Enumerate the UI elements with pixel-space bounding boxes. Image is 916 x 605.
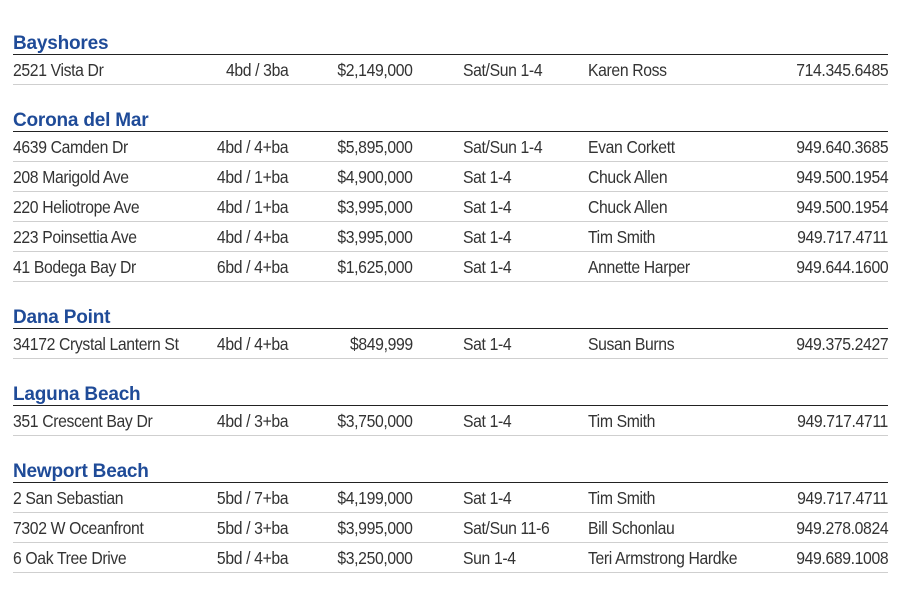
listing-row: 41 Bodega Bay Dr 6bd / 4+ba $1,625,000 Sat … [13, 252, 888, 282]
listing-phone: 949.640.3685 [795, 137, 888, 157]
listing-agent: Chuck Allen [588, 167, 668, 187]
listing-time: Sat 1-4 [463, 411, 512, 431]
listing-address: 351 Crescent Bay Dr [13, 411, 153, 431]
listing-price: $3,995,000 [337, 197, 414, 217]
listing-time: Sat 1-4 [463, 334, 512, 354]
listing-time: Sat/Sun 1-4 [463, 60, 543, 80]
listing-agent: Chuck Allen [588, 197, 668, 217]
listing-phone: 949.278.0824 [795, 518, 888, 538]
listing-beds: 6bd / 4+ba [216, 257, 289, 277]
listing-beds: 5bd / 7+ba [216, 488, 289, 508]
listing-agent: Karen Ross [588, 60, 667, 80]
listing-phone: 949.375.2427 [795, 334, 888, 354]
listing-address: 223 Poinsettia Ave [13, 227, 137, 247]
listing-agent: Bill Schonlau [588, 518, 675, 538]
listing-address: 6 Oak Tree Drive [13, 548, 127, 568]
listing-phone: 949.644.1600 [795, 257, 888, 277]
listing-beds: 4bd / 3+ba [216, 411, 289, 431]
listing-time: Sat 1-4 [463, 227, 512, 247]
listing-row: 208 Marigold Ave 4bd / 1+ba $4,900,000 Sat … [13, 162, 888, 192]
listing-time: Sat/Sun 1-4 [463, 137, 543, 157]
listing-address: 2521 Vista Dr [13, 60, 104, 80]
listing-phone: 949.500.1954 [795, 167, 888, 187]
listing-row: 220 Heliotrope Ave 4bd / 1+ba $3,995,000 Sa… [13, 192, 888, 222]
listing-beds: 4bd / 4+ba [216, 334, 289, 354]
listing-time: Sat 1-4 [463, 488, 512, 508]
listing-beds: 4bd / 1+ba [216, 197, 289, 217]
listing-beds: 4bd / 1+ba [216, 167, 289, 187]
section-newport-beach: Newport Beach 2 San Sebastian 5bd / 7+ba $4… [13, 461, 888, 573]
listing-agent: Teri Armstrong Hardke [588, 548, 738, 568]
listing-time: Sat 1-4 [463, 197, 512, 217]
listing-row: 223 Poinsettia Ave 4bd / 4+ba $3,995,000 Sa… [13, 222, 888, 252]
listing-agent: Tim Smith [588, 411, 656, 431]
listing-price: $2,149,000 [337, 60, 414, 80]
listing-row: 4639 Camden Dr 4bd / 4+ba $5,895,000 Sat/Su… [13, 132, 888, 162]
section-laguna-beach: Laguna Beach 351 Crescent Bay Dr 4bd / 3+b… [13, 384, 888, 436]
listing-address: 4639 Camden Dr [13, 137, 128, 157]
listing-phone: 949.717.4711 [797, 411, 888, 431]
listing-price: $3,995,000 [337, 227, 414, 247]
listing-row: 2521 Vista Dr 4bd / 3ba $2,149,000 Sat/Sun … [13, 55, 888, 85]
listing-agent: Tim Smith [588, 227, 656, 247]
listing-address: 220 Heliotrope Ave [13, 197, 140, 217]
listing-time: Sat/Sun 11-6 [463, 518, 550, 538]
listing-price: $3,250,000 [337, 548, 414, 568]
listing-phone: 949.689.1008 [795, 548, 888, 568]
listing-beds: 5bd / 3+ba [216, 518, 289, 538]
section-heading: Corona del Mar [13, 110, 888, 132]
section-dana-point: Dana Point 34172 Crystal Lantern St 4bd / … [13, 307, 888, 359]
listing-price: $4,199,000 [337, 488, 414, 508]
listing-row: 7302 W Oceanfront 5bd / 3+ba $3,995,000 Sat… [13, 513, 888, 543]
listing-phone: 949.717.4711 [797, 227, 888, 247]
listing-row: 34172 Crystal Lantern St 4bd / 4+ba $849,9… [13, 329, 888, 359]
listing-time: Sun 1-4 [463, 548, 516, 568]
listing-row: 2 San Sebastian 5bd / 7+ba $4,199,000 Sat 1… [13, 483, 888, 513]
listing-price: $5,895,000 [337, 137, 414, 157]
listing-time: Sat 1-4 [463, 167, 512, 187]
listing-price: $3,995,000 [337, 518, 414, 538]
listing-agent: Evan Corkett [588, 137, 675, 157]
listing-time: Sat 1-4 [463, 257, 512, 277]
section-heading: Bayshores [13, 33, 888, 55]
open-house-listings: Bayshores 2521 Vista Dr 4bd / 3ba $2,149,00… [13, 33, 888, 598]
listing-address: 2 San Sebastian [13, 488, 124, 508]
listing-phone: 714.345.6485 [795, 60, 888, 80]
section-heading: Laguna Beach [13, 384, 888, 406]
listing-agent: Annette Harper [588, 257, 690, 277]
listing-phone: 949.717.4711 [797, 488, 888, 508]
listing-phone: 949.500.1954 [795, 197, 888, 217]
listing-price: $4,900,000 [337, 167, 414, 187]
listing-agent: Susan Burns [588, 334, 675, 354]
listing-beds: 4bd / 3ba [225, 60, 289, 80]
listing-row: 351 Crescent Bay Dr 4bd / 3+ba $3,750,000 S… [13, 406, 888, 436]
listing-beds: 4bd / 4+ba [216, 137, 289, 157]
section-corona-del-mar: Corona del Mar 4639 Camden Dr 4bd / 4+ba $5… [13, 110, 888, 282]
listing-address: 7302 W Oceanfront [13, 518, 144, 538]
listing-price: $849,999 [350, 334, 413, 354]
listing-price: $1,625,000 [337, 257, 414, 277]
listing-address: 208 Marigold Ave [13, 167, 129, 187]
section-bayshores: Bayshores 2521 Vista Dr 4bd / 3ba $2,149,00… [13, 33, 888, 85]
listing-row: 6 Oak Tree Drive 5bd / 4+ba $3,250,000 Sun … [13, 543, 888, 573]
listing-address: 34172 Crystal Lantern St [13, 334, 179, 354]
listing-price: $3,750,000 [337, 411, 414, 431]
listing-beds: 4bd / 4+ba [216, 227, 289, 247]
listing-agent: Tim Smith [588, 488, 656, 508]
listing-beds: 5bd / 4+ba [216, 548, 289, 568]
listing-address: 41 Bodega Bay Dr [13, 257, 136, 277]
section-heading: Newport Beach [13, 461, 888, 483]
section-heading: Dana Point [13, 307, 888, 329]
